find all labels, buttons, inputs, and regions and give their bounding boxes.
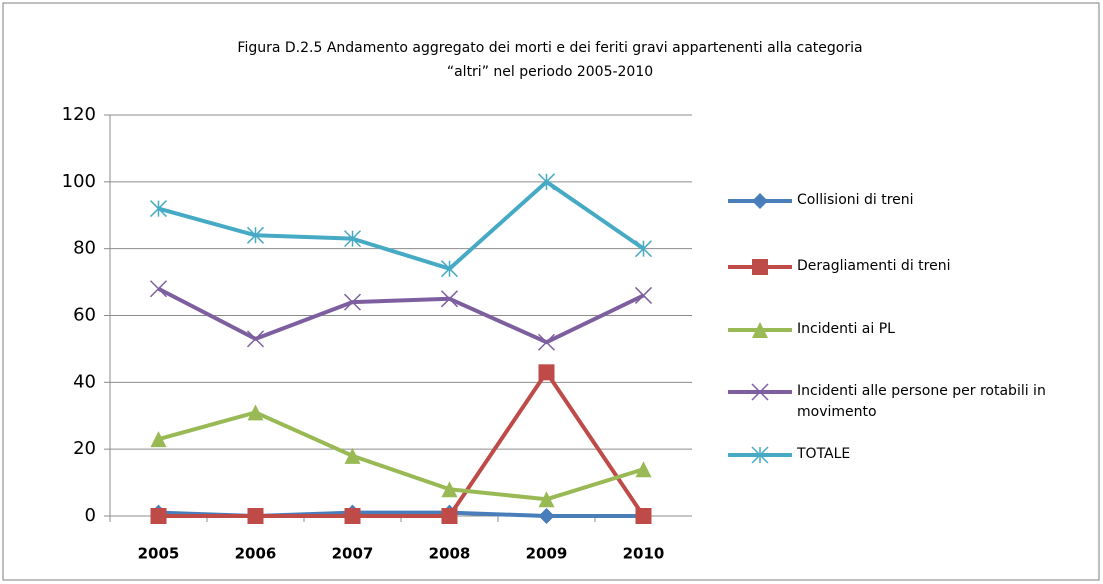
marker bbox=[537, 173, 556, 191]
marker bbox=[752, 322, 768, 338]
marker bbox=[635, 508, 652, 524]
marker bbox=[440, 290, 459, 308]
marker bbox=[149, 200, 168, 218]
marker bbox=[441, 508, 458, 524]
x-tick-label: 2005 bbox=[138, 545, 180, 563]
series-line bbox=[157, 286, 645, 345]
x-tick-label: 2009 bbox=[526, 545, 568, 563]
y-tick-label: 120 bbox=[62, 104, 96, 125]
y-tick-label: 40 bbox=[73, 371, 96, 392]
marker bbox=[440, 260, 459, 278]
legend-label: Incidenti alle persone per rotabili in m… bbox=[797, 383, 1046, 420]
marker bbox=[150, 508, 167, 524]
series-line bbox=[157, 179, 645, 271]
y-tick-label: 100 bbox=[62, 171, 96, 192]
marker bbox=[634, 240, 653, 258]
marker bbox=[150, 431, 167, 448]
marker bbox=[752, 259, 768, 275]
marker bbox=[635, 461, 652, 478]
marker bbox=[247, 508, 264, 524]
marker bbox=[344, 447, 361, 464]
y-tick-label: 60 bbox=[73, 305, 96, 326]
y-tick-label: 80 bbox=[73, 238, 96, 259]
x-tick-label: 2006 bbox=[235, 545, 277, 563]
legend-label: Deragliamenti di treni bbox=[797, 258, 951, 274]
marker bbox=[538, 491, 555, 508]
marker bbox=[538, 508, 555, 524]
marker bbox=[537, 333, 556, 351]
y-tick-label: 0 bbox=[85, 505, 96, 526]
legend-label: Collisioni di treni bbox=[797, 192, 914, 208]
marker bbox=[634, 286, 653, 304]
marker bbox=[344, 508, 361, 524]
marker bbox=[149, 280, 168, 298]
marker bbox=[751, 383, 769, 401]
chart-title: Figura D.2.5 Andamento aggregato dei mor… bbox=[237, 40, 862, 56]
series-line bbox=[157, 410, 645, 502]
marker bbox=[343, 293, 362, 311]
x-tick-label: 2008 bbox=[429, 545, 471, 563]
marker bbox=[247, 404, 264, 421]
y-tick-label: 20 bbox=[73, 438, 96, 459]
marker bbox=[751, 446, 769, 464]
marker bbox=[246, 330, 265, 348]
marker bbox=[343, 230, 362, 248]
x-tick-label: 2010 bbox=[623, 545, 665, 563]
x-tick-label: 2007 bbox=[332, 545, 374, 563]
marker bbox=[538, 364, 555, 381]
legend-label: Incidenti ai PL bbox=[797, 321, 895, 337]
legend-label: TOTALE bbox=[797, 446, 851, 462]
marker bbox=[752, 193, 768, 209]
marker bbox=[246, 226, 265, 244]
series-line bbox=[158, 370, 646, 518]
marker bbox=[441, 481, 458, 498]
chart-title: “altri” nel periodo 2005-2010 bbox=[447, 64, 653, 80]
